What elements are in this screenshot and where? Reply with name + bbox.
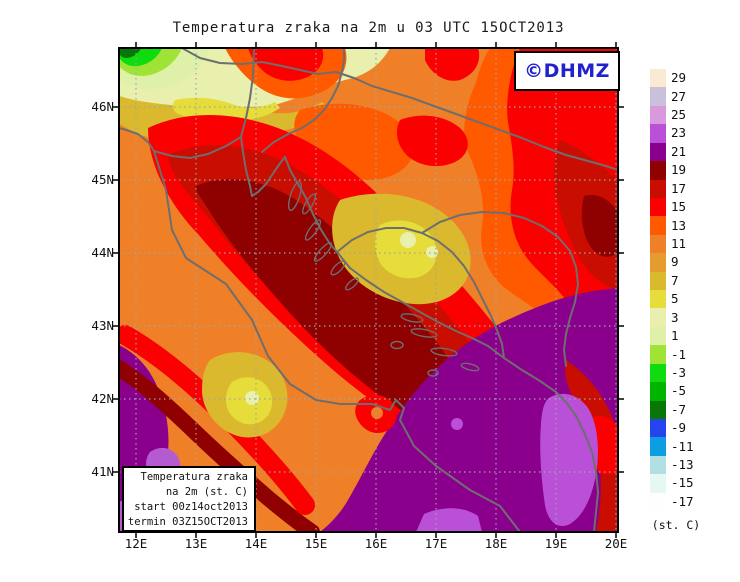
- info-box-line: termin 03Z15OCT2013: [127, 516, 248, 528]
- colorbar-level-label: -9: [671, 420, 687, 436]
- lon-tick-label: 17E: [424, 536, 448, 551]
- colorbar-level-label: 13: [671, 217, 687, 233]
- colorbar-level-label: 25: [671, 107, 687, 123]
- colorbar-level-label: 29: [671, 70, 687, 86]
- lon-tick-label: 16E: [364, 536, 388, 551]
- dhmz-logo-box: ©DHMZ: [514, 51, 620, 91]
- colorbar-swatch: [650, 474, 666, 494]
- dhmz-logo-text: ©DHMZ: [524, 60, 610, 82]
- colorbar-swatch: [650, 455, 666, 475]
- colorbar-swatch: [650, 87, 666, 107]
- lat-tick-label: 41N: [91, 464, 114, 479]
- axis-ticks: [113, 42, 624, 538]
- colorbar-level-label: -7: [671, 401, 687, 417]
- colorbar-swatch: [650, 124, 666, 144]
- lat-tick-label: 43N: [91, 318, 114, 333]
- colorbar-swatch: [650, 363, 666, 383]
- colorbar-swatch: [650, 161, 666, 180]
- colorbar-swatch: [650, 418, 666, 438]
- colorbar-level-label: 5: [671, 291, 679, 307]
- colorbar-level-label: 17: [671, 180, 687, 196]
- colorbar-level-label: 19: [671, 162, 687, 178]
- colorbar-swatch: [650, 197, 666, 217]
- colorbar-level-label: 7: [671, 272, 679, 288]
- lat-tick-label: 46N: [91, 99, 114, 114]
- colorbar-swatch: [650, 234, 666, 254]
- colorbar-level-label: 1: [671, 328, 679, 344]
- colorbar-level-label: -5: [671, 383, 687, 399]
- colorbar-level-label: 11: [671, 235, 687, 251]
- colorbar-level-label: -1: [671, 346, 687, 362]
- islands: [287, 180, 480, 377]
- lat-tick-label: 45N: [91, 172, 114, 187]
- colorbar-swatch: [650, 492, 666, 512]
- colorbar-level-label: 23: [671, 125, 687, 141]
- map-frame: [118, 47, 619, 533]
- colorbar-swatch: [650, 345, 666, 365]
- colorbar-swatch: [650, 142, 666, 162]
- colorbar-swatch: [650, 326, 666, 346]
- colorbar-level-label: 27: [671, 88, 687, 104]
- lat-tick-label: 44N: [91, 245, 114, 260]
- lon-tick-label: 15E: [304, 536, 328, 551]
- colorbar-level-label: -3: [671, 364, 687, 380]
- colorbar-level-label: -11: [671, 438, 694, 454]
- colorbar-level-label: -15: [671, 475, 694, 491]
- colorbar-level-label: 21: [671, 143, 687, 159]
- colorbar-level-label: 15: [671, 199, 687, 215]
- colorbar-level-label: 9: [671, 254, 679, 270]
- info-box-line: Temperatura zraka: [140, 471, 248, 483]
- lon-tick-label: 14E: [244, 536, 268, 551]
- lon-tick-label: 12E: [124, 536, 148, 551]
- colorbar-swatch: [650, 105, 666, 125]
- info-box: Temperatura zraka na 2m (st. C) start 00z1…: [122, 466, 256, 532]
- colorbar-swatch: [650, 179, 666, 199]
- colorbar-swatch: [650, 400, 666, 420]
- colorbar-level-label: -13: [671, 457, 694, 473]
- colorbar-swatch: [650, 271, 666, 291]
- info-box-line: na 2m (st. C): [165, 486, 248, 498]
- coastlines-borders: [119, 48, 618, 532]
- info-box-line: start 00z14oct2013: [134, 501, 248, 513]
- lon-tick-label: 18E: [484, 536, 508, 551]
- lon-tick-label: 13E: [184, 536, 208, 551]
- colorbar-swatch: [650, 382, 666, 402]
- page-title: Temperatura zraka na 2m u 03 UTC 15OCT20…: [172, 20, 565, 36]
- lon-tick-label: 19E: [544, 536, 568, 551]
- colorbar-swatch: [650, 253, 666, 273]
- lat-tick-label: 42N: [91, 391, 114, 406]
- colorbar-swatch: [650, 308, 666, 328]
- temperature-field: [119, 48, 618, 532]
- colorbar-swatch: [650, 216, 666, 236]
- colorbar-swatch: [650, 437, 666, 457]
- lon-tick-label: 20E: [604, 536, 628, 551]
- colorbar-level-label: 3: [671, 309, 679, 325]
- colorbar-swatch: [650, 290, 666, 309]
- colorbar-level-label: -17: [671, 493, 694, 509]
- colorbar-unit-label: (st. C): [651, 518, 701, 532]
- colorbar-swatch: [650, 69, 666, 88]
